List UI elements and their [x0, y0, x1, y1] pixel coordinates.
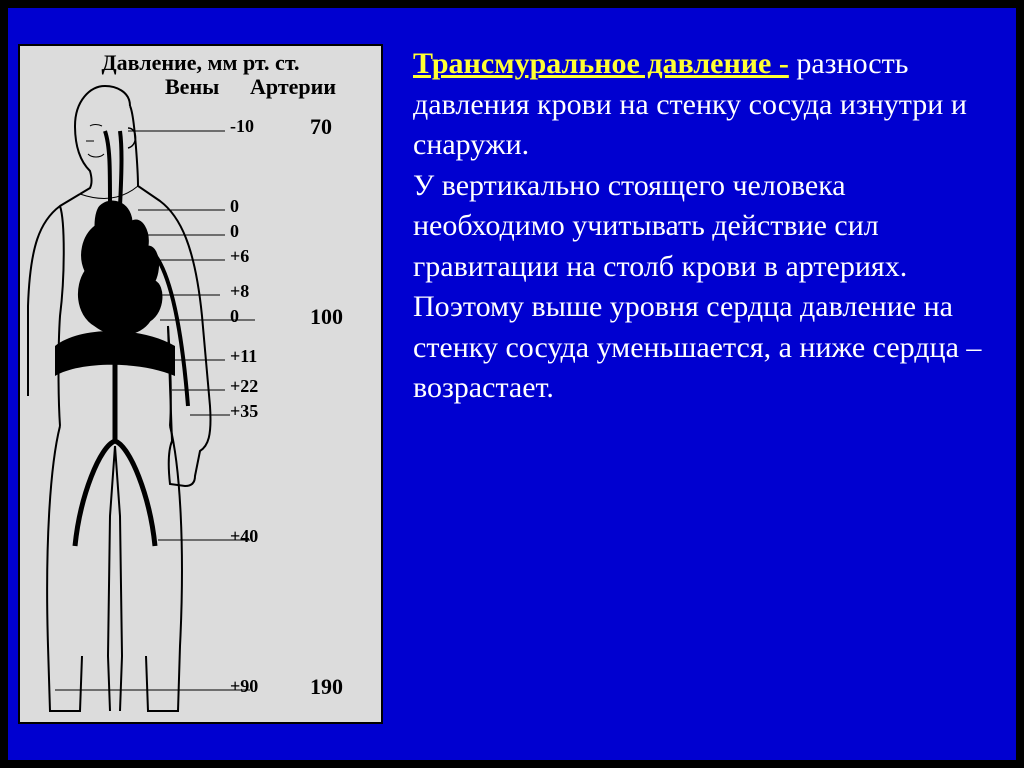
paragraph-2: У вертикально стоящего человека необходи… [413, 169, 907, 283]
vein-value-7: +22 [230, 376, 258, 397]
body-diagram [20, 46, 381, 722]
vein-value-6: +11 [230, 346, 257, 367]
artery-value-5: 100 [310, 304, 343, 330]
vein-value-3: +6 [230, 246, 249, 267]
vein-value-5: 0 [230, 306, 239, 327]
artery-value-0: 70 [310, 114, 332, 140]
paragraph-3: Поэтому выше уровня сердца давление на с… [413, 290, 981, 404]
anatomy-pressure-figure: Давление, мм рт. ст. Вены Артерии [18, 44, 383, 724]
text-column: Трансмуральное давление - разность давле… [383, 44, 996, 740]
vein-value-10: +90 [230, 676, 258, 697]
term-highlight: Трансмуральное давление - [413, 47, 789, 80]
vein-value-4: +8 [230, 281, 249, 302]
vein-value-9: +40 [230, 526, 258, 547]
vein-value-2: 0 [230, 221, 239, 242]
artery-value-10: 190 [310, 674, 343, 700]
vein-value-8: +35 [230, 401, 258, 422]
vein-value-0: -10 [230, 116, 254, 137]
vein-value-1: 0 [230, 196, 239, 217]
